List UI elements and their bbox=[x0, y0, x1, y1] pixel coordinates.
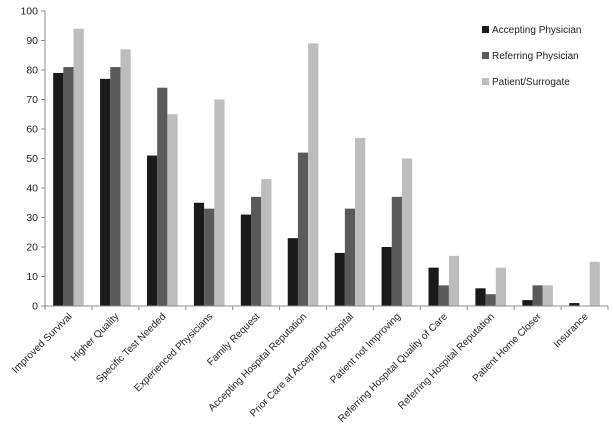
x-category-label: Higher Quality bbox=[69, 311, 122, 364]
bar-patient-surrogate bbox=[542, 285, 553, 306]
legend-swatch bbox=[482, 52, 489, 59]
bar-patient-surrogate bbox=[214, 99, 225, 306]
bar-patient-surrogate bbox=[401, 158, 413, 306]
bar-referring-physician bbox=[438, 285, 449, 306]
bar-accepting-physician bbox=[334, 252, 345, 306]
legend-swatch bbox=[482, 78, 489, 85]
y-tick-label: 70 bbox=[26, 94, 38, 106]
y-tick-label: 40 bbox=[26, 183, 38, 195]
bar-patient-surrogate bbox=[448, 255, 460, 306]
bar-accepting-physician bbox=[381, 247, 392, 306]
bars bbox=[53, 28, 600, 306]
bar-patient-surrogate bbox=[308, 43, 319, 306]
bar-referring-physician bbox=[157, 87, 168, 306]
bar-patient-surrogate bbox=[120, 49, 131, 306]
bar-patient-surrogate bbox=[73, 28, 84, 306]
x-category-label: Insurance bbox=[552, 311, 591, 350]
y-tick-label: 60 bbox=[26, 124, 38, 136]
bar-referring-physician bbox=[344, 208, 356, 306]
legend-swatch bbox=[482, 26, 489, 33]
y-tick-label: 100 bbox=[20, 6, 38, 18]
bar-referring-physician bbox=[63, 67, 74, 306]
bar-accepting-physician bbox=[475, 288, 486, 306]
bar-patient-surrogate bbox=[261, 179, 272, 306]
x-category-label: Experienced Physicians bbox=[132, 311, 215, 394]
bar-referring-physician bbox=[251, 196, 262, 306]
legend-label: Accepting Physician bbox=[492, 25, 582, 36]
legend-label: Referring Physician bbox=[492, 51, 579, 62]
x-category-label: Improved Survival bbox=[10, 311, 74, 375]
legend-label: Patient/Surrogate bbox=[492, 77, 570, 88]
y-tick-label: 20 bbox=[26, 242, 38, 254]
y-tick-label: 10 bbox=[26, 271, 38, 283]
bar-accepting-physician bbox=[569, 303, 580, 306]
legend: Accepting Physician Referring Physician Pa… bbox=[482, 25, 582, 88]
bar-accepting-physician bbox=[522, 300, 533, 306]
bar-patient-surrogate bbox=[355, 137, 366, 306]
bar-referring-physician bbox=[297, 152, 309, 306]
y-tick-label: 0 bbox=[32, 301, 38, 313]
bar-referring-physician bbox=[485, 294, 496, 306]
y-tick-label: 80 bbox=[26, 65, 38, 77]
bar-patient-surrogate bbox=[495, 267, 507, 306]
y-axis: 0 10 20 30 40 50 60 70 80 90 100 bbox=[20, 6, 46, 313]
bar-accepting-physician bbox=[287, 238, 298, 306]
y-tick-label: 30 bbox=[26, 212, 38, 224]
bar-referring-physician bbox=[391, 196, 402, 306]
bar-referring-physician bbox=[110, 67, 121, 306]
x-category-label: Referring Hospital Reputation bbox=[396, 311, 497, 412]
bar-accepting-physician bbox=[428, 267, 439, 306]
bar-accepting-physician bbox=[100, 78, 111, 306]
bar-referring-physician bbox=[204, 208, 215, 306]
bar-patient-surrogate bbox=[589, 261, 600, 306]
bar-patient-surrogate bbox=[167, 114, 178, 306]
bar-referring-physician bbox=[532, 285, 543, 306]
bar-accepting-physician bbox=[193, 202, 205, 306]
bar-accepting-physician bbox=[53, 72, 64, 306]
y-tick-label: 90 bbox=[26, 35, 38, 47]
x-category-label: Accepting Hospital Reputation bbox=[207, 311, 310, 414]
y-tick-label: 50 bbox=[26, 153, 38, 165]
bar-accepting-physician bbox=[146, 155, 158, 306]
bar-accepting-physician bbox=[240, 214, 252, 306]
